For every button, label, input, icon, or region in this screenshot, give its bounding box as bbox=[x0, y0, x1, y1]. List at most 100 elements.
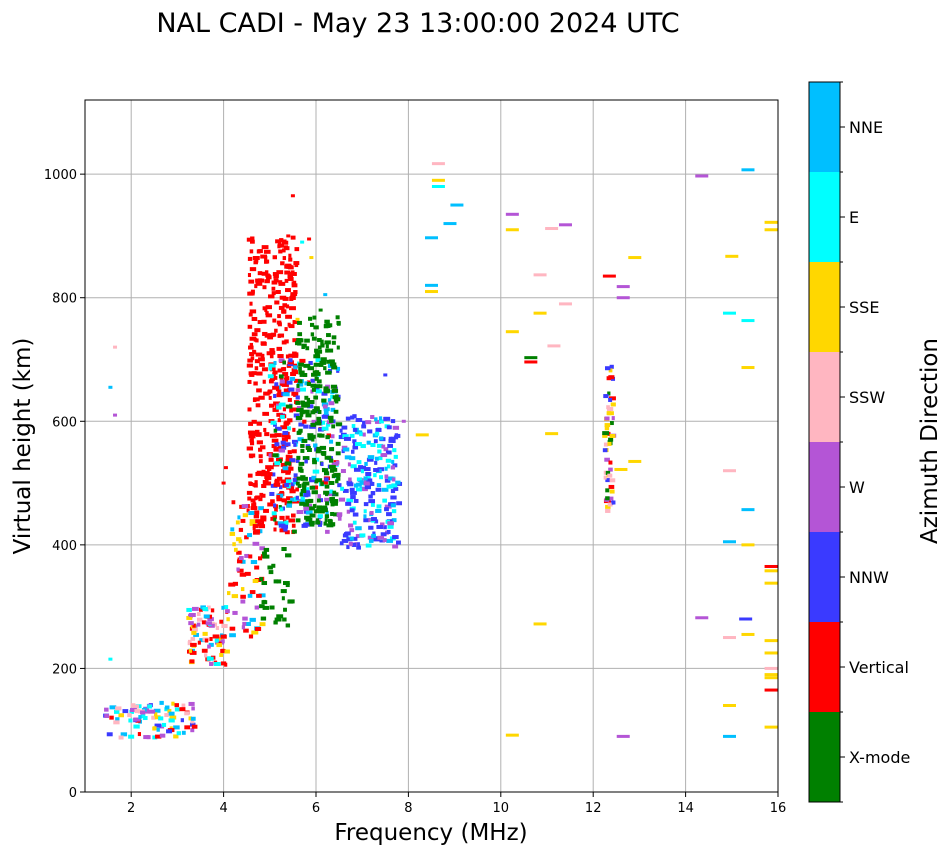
echo-point bbox=[607, 473, 613, 478]
echo-point bbox=[616, 285, 630, 289]
echo-point bbox=[269, 367, 276, 372]
echo-point bbox=[331, 365, 338, 370]
echo-point bbox=[334, 501, 338, 506]
echo-point bbox=[261, 551, 267, 556]
echo-point bbox=[191, 627, 198, 632]
echo-point bbox=[268, 379, 274, 384]
echo-point bbox=[325, 529, 330, 534]
echo-point bbox=[338, 497, 346, 502]
echo-point bbox=[365, 420, 372, 425]
echo-point bbox=[247, 533, 253, 538]
echo-point bbox=[602, 431, 610, 436]
echo-point bbox=[293, 261, 300, 266]
echo-point bbox=[384, 466, 388, 471]
echo-point bbox=[282, 303, 288, 308]
echo-point bbox=[109, 715, 114, 720]
x-tick-label: 16 bbox=[770, 801, 787, 816]
echo-point bbox=[325, 435, 330, 440]
echo-point bbox=[283, 581, 290, 586]
echo-point bbox=[223, 605, 229, 610]
echo-point bbox=[388, 476, 394, 481]
echo-point bbox=[242, 621, 247, 626]
echo-point bbox=[374, 456, 379, 461]
echo-point bbox=[349, 528, 355, 533]
echo-point bbox=[297, 483, 302, 488]
echo-point bbox=[368, 499, 376, 504]
echo-point bbox=[256, 388, 262, 393]
echo-point bbox=[326, 333, 331, 338]
echo-point bbox=[297, 382, 304, 387]
echo-point bbox=[261, 319, 267, 324]
echo-point bbox=[288, 387, 295, 392]
echo-point bbox=[254, 366, 259, 371]
echo-point bbox=[312, 458, 316, 463]
echo-point bbox=[363, 514, 367, 519]
echo-point bbox=[134, 709, 141, 714]
echo-point bbox=[345, 531, 351, 536]
echo-point bbox=[606, 411, 611, 416]
echo-point bbox=[384, 507, 389, 512]
echo-point bbox=[309, 478, 315, 483]
echo-point bbox=[263, 508, 269, 513]
echo-point bbox=[323, 388, 331, 393]
echo-point bbox=[113, 345, 118, 349]
echo-point bbox=[295, 317, 300, 321]
echo-point bbox=[274, 461, 281, 466]
colorbar-segment bbox=[809, 172, 840, 262]
echo-point bbox=[140, 710, 146, 715]
echo-point bbox=[259, 362, 265, 367]
echo-point bbox=[353, 467, 361, 472]
echo-point bbox=[346, 509, 351, 514]
echo-point bbox=[336, 321, 341, 326]
echo-point bbox=[317, 522, 323, 527]
echo-point bbox=[323, 471, 330, 476]
echo-point bbox=[312, 315, 317, 320]
echo-point bbox=[342, 447, 350, 452]
echo-point bbox=[297, 466, 303, 471]
echo-point bbox=[360, 444, 366, 449]
echo-point bbox=[610, 402, 616, 407]
echo-point bbox=[280, 367, 286, 372]
echo-point bbox=[186, 607, 192, 612]
echo-point bbox=[261, 245, 269, 250]
echo-point bbox=[386, 538, 394, 543]
echo-point bbox=[190, 716, 196, 721]
echo-point bbox=[223, 466, 228, 470]
echo-point bbox=[272, 385, 280, 390]
echo-point bbox=[282, 296, 289, 301]
echo-point bbox=[604, 457, 610, 462]
echo-point bbox=[299, 501, 305, 506]
echo-point bbox=[173, 734, 179, 739]
echo-point bbox=[300, 400, 306, 405]
echo-point bbox=[181, 730, 186, 735]
echo-point bbox=[273, 620, 278, 625]
echo-point bbox=[297, 320, 302, 325]
echo-point bbox=[277, 314, 281, 319]
echo-point bbox=[314, 384, 321, 389]
echo-point bbox=[219, 652, 224, 657]
echo-point bbox=[184, 711, 190, 716]
echo-point bbox=[290, 235, 296, 240]
echo-point bbox=[258, 395, 265, 400]
echo-point bbox=[300, 499, 307, 504]
echo-point bbox=[371, 517, 377, 522]
echo-point bbox=[386, 464, 391, 469]
echo-point bbox=[314, 351, 320, 356]
echo-point bbox=[605, 504, 611, 509]
echo-point bbox=[324, 484, 330, 489]
echo-point bbox=[608, 496, 614, 501]
echo-point bbox=[282, 466, 289, 471]
echo-point bbox=[294, 247, 300, 252]
echo-point bbox=[301, 438, 308, 443]
echo-point bbox=[387, 521, 395, 526]
echo-point bbox=[327, 348, 334, 353]
echo-point bbox=[246, 446, 254, 451]
echo-point bbox=[277, 354, 284, 359]
echo-point bbox=[391, 518, 397, 523]
echo-point bbox=[356, 460, 362, 465]
echo-point bbox=[282, 239, 287, 244]
echo-point bbox=[164, 705, 170, 710]
echo-point bbox=[319, 360, 327, 365]
y-tick-label: 200 bbox=[52, 662, 77, 677]
echo-point bbox=[127, 713, 132, 718]
